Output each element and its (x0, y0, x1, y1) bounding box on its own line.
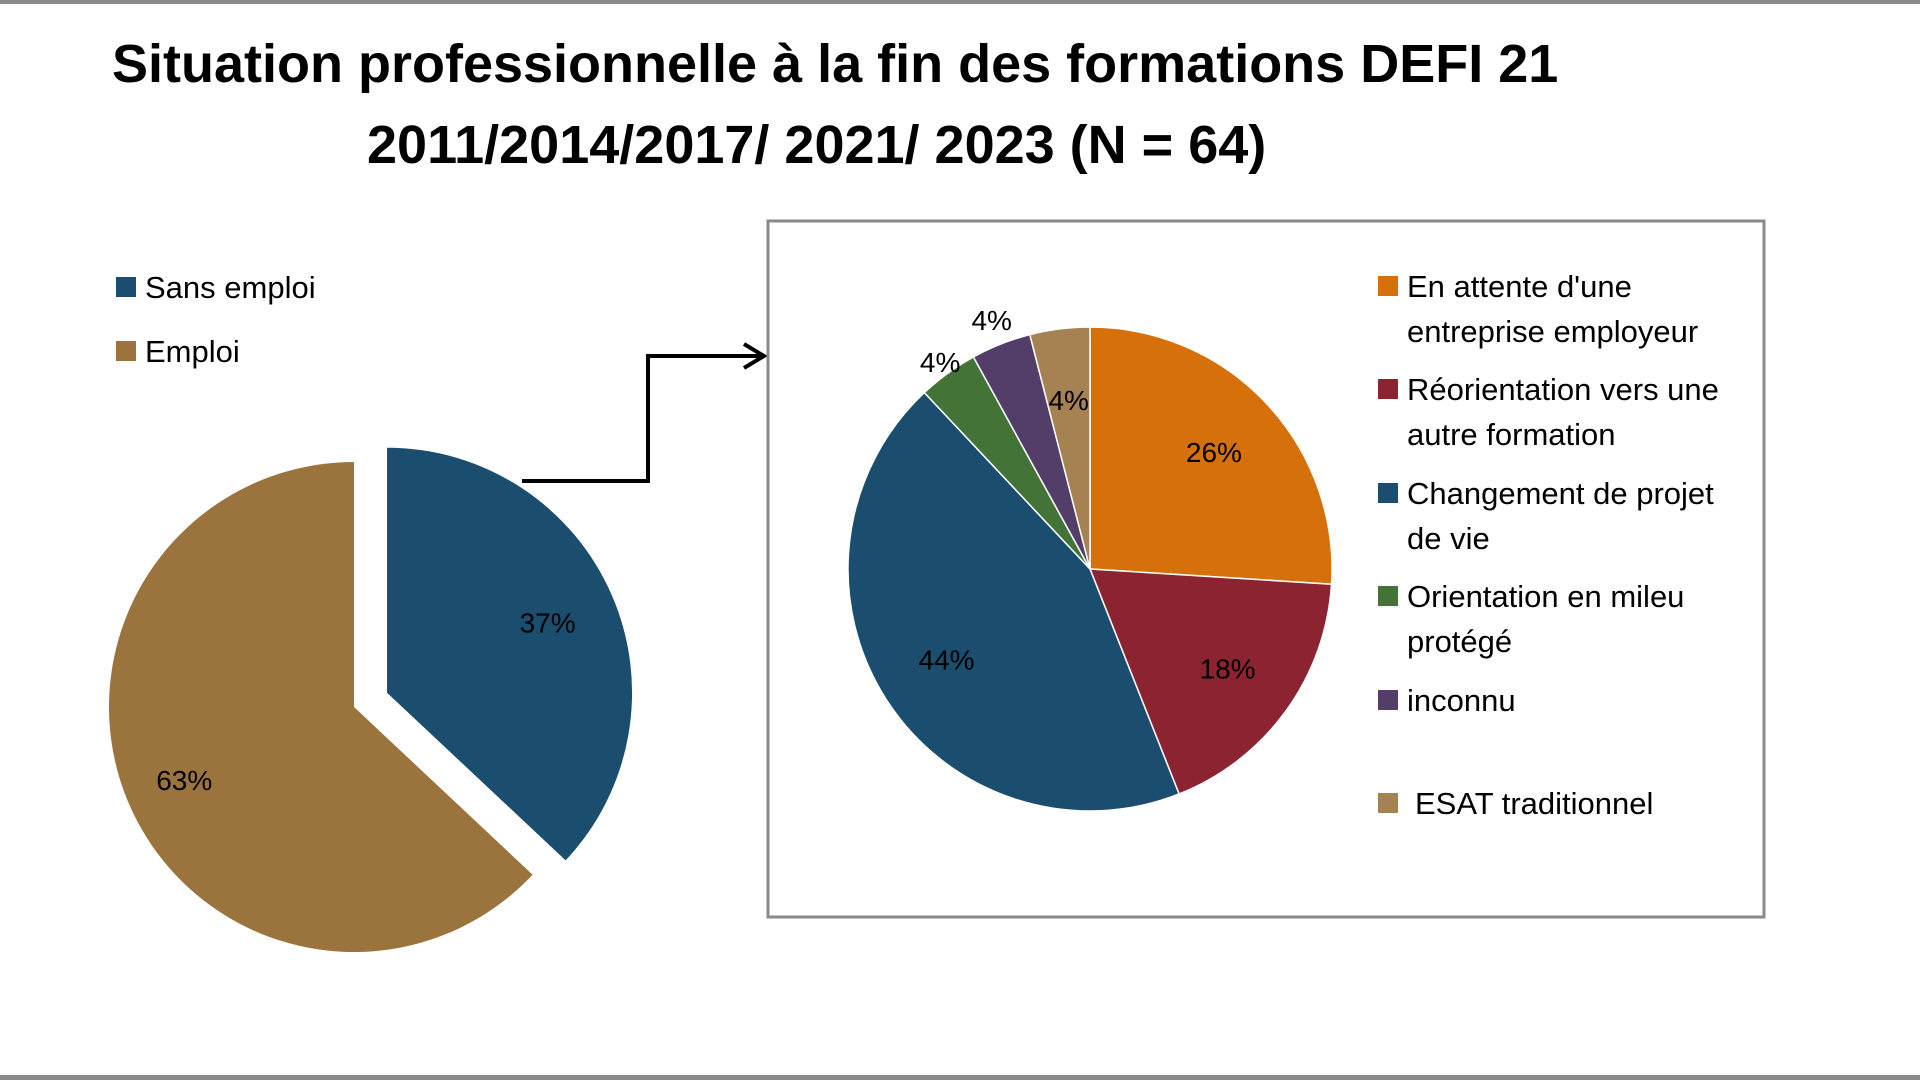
pie-slice-changement-de-projet-de-vie (847, 391, 1181, 812)
legend-swatch (1378, 379, 1398, 399)
legend-label: Emploi (145, 334, 240, 369)
slice-label-changement-de-projet-de-vie: 44% (918, 645, 974, 676)
legend-swatch (116, 341, 136, 361)
legend-swatch (1378, 483, 1398, 503)
slice-label-inconnu: 4% (971, 305, 1011, 336)
legend-label: ESAT traditionnel (1415, 786, 1654, 821)
legend-label: inconnu (1407, 683, 1516, 718)
legend-swatch (1378, 586, 1398, 606)
chart-title-line-1: Situation professionnelle à la fin des f… (112, 34, 1559, 94)
pie-slice-reorientation-vers-une-autre-formation (1088, 568, 1333, 795)
bottom-border (0, 1075, 1920, 1080)
connector-arrow (522, 342, 768, 483)
detail-pie-chart: 26% 18% 44% 4% 4% 4% (847, 305, 1333, 812)
slice-label-reorientation-vers-une-autre-formation: 18% (1200, 653, 1256, 684)
main-pie-chart: 37% 63% (108, 447, 633, 952)
legend-label: Réorientation vers une autre formation (1407, 372, 1719, 452)
legend-swatch (116, 277, 136, 297)
legend-label: Sans emploi (145, 270, 316, 305)
slice-label-sans-emploi: 37% (520, 608, 576, 639)
slice-label-en-attente-d-une-entreprise-employeur: 26% (1186, 437, 1242, 468)
slice-label-emploi: 63% (156, 765, 212, 796)
legend-swatch (1378, 276, 1398, 296)
legend-swatch (1378, 690, 1398, 710)
legend-label: En attente d'une entreprise employeur (1407, 269, 1699, 349)
pie-slice-en-attente-d-une-entreprise-employeur (1089, 326, 1333, 585)
top-border (0, 0, 1920, 4)
pie-slice-emploi (108, 462, 533, 952)
chart-title-line-2: 2011/2014/2017/ 2021/ 2023 (N = 64) (367, 115, 1267, 175)
pie-slice-sans-emploi (387, 447, 633, 861)
pie-slice-esat-traditionnel (1028, 326, 1091, 570)
slice-label-esat-traditionnel: 4% (1048, 385, 1088, 416)
legend-label: Orientation en mileu protégé (1407, 579, 1685, 659)
legend-swatch (1378, 793, 1398, 813)
slice-label-orientation-en-mileu-protege: 4% (920, 347, 960, 378)
detail-panel-box (766, 219, 1766, 919)
legend-label: Changement de projet de vie (1407, 476, 1714, 556)
